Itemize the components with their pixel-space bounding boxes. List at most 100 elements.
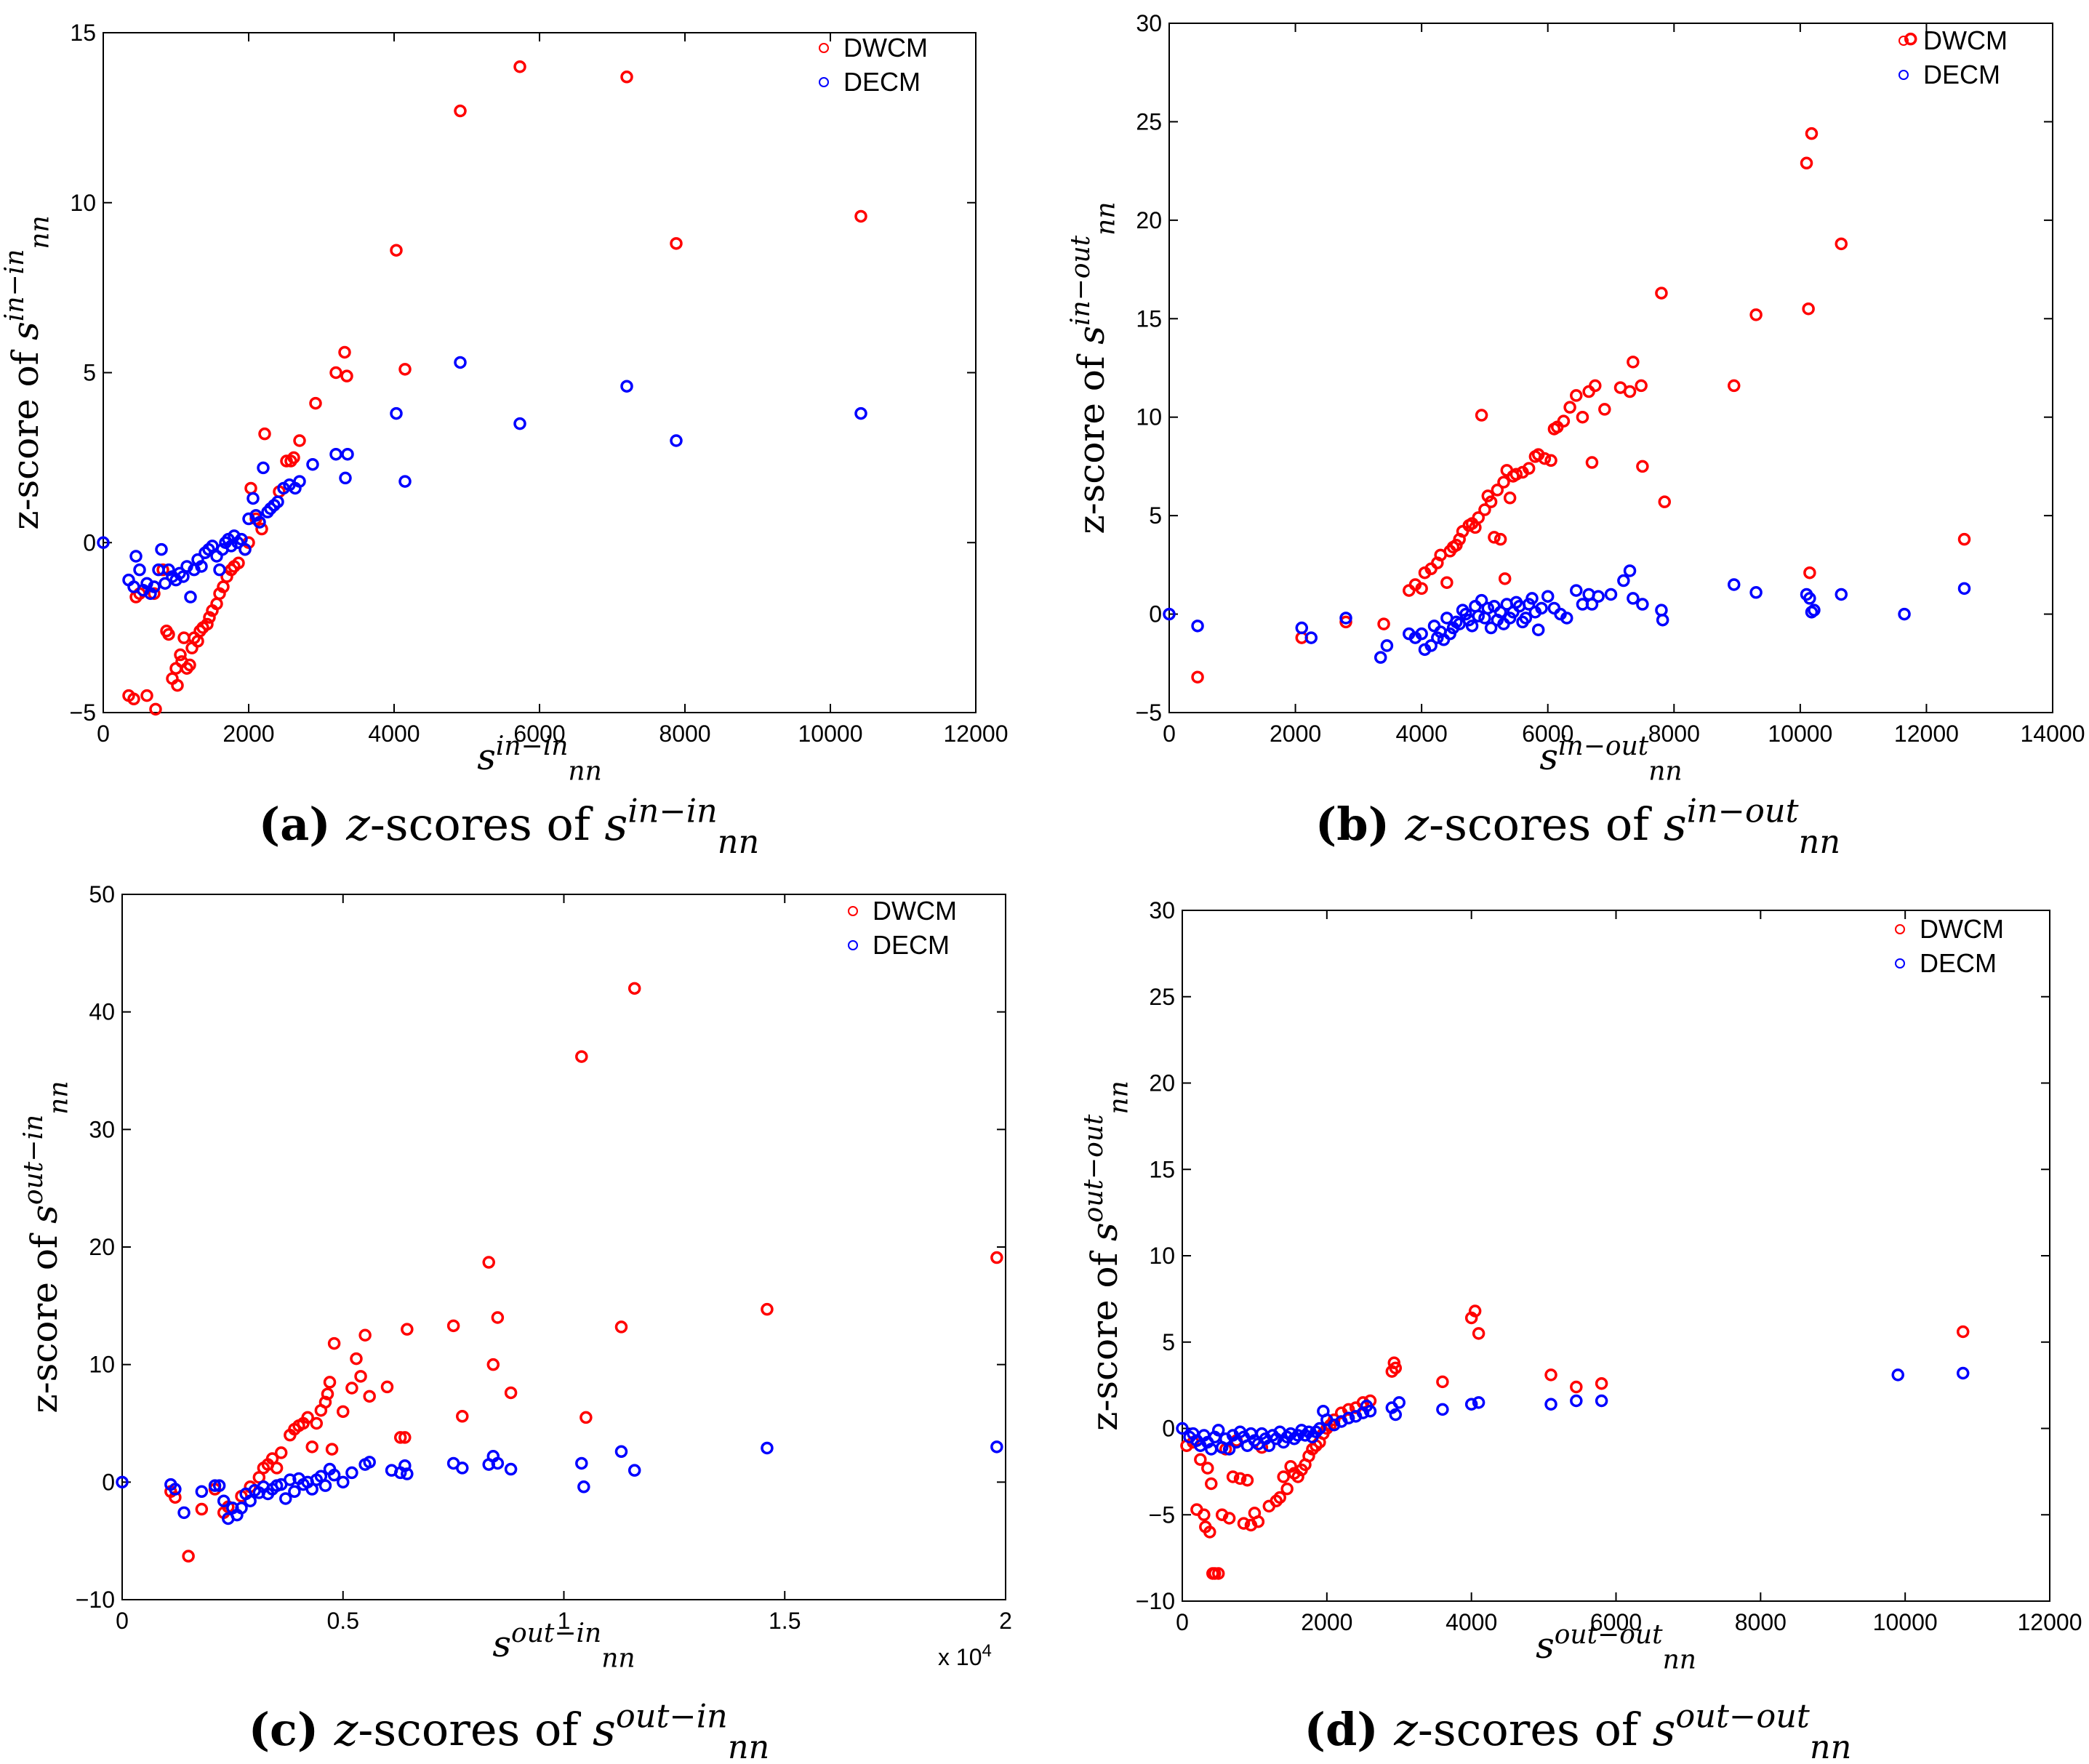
point-decm (1342, 1411, 1355, 1424)
point-decm (1617, 574, 1630, 588)
point-dwcm (1237, 1517, 1251, 1530)
point-decm (1472, 1396, 1485, 1409)
y-tick-label: 0 (1162, 1416, 1175, 1442)
point-dwcm (1191, 670, 1204, 683)
point-dwcm (1472, 511, 1485, 524)
point-decm (339, 471, 352, 485)
point-decm (1585, 598, 1599, 611)
point-dwcm (1627, 356, 1640, 369)
point-dwcm (446, 1319, 460, 1333)
point-dwcm (1226, 1470, 1240, 1483)
legend-marker-dwcm (1895, 924, 1905, 934)
y-tick-label: 15 (1149, 1156, 1175, 1182)
point-dwcm (1636, 460, 1649, 473)
point-decm (401, 1467, 414, 1480)
point-dwcm (1233, 1472, 1247, 1486)
x-tick-label: 6000 (1590, 1609, 1642, 1635)
point-decm (1570, 584, 1583, 597)
point-dwcm (358, 1328, 372, 1342)
point-decm (195, 560, 208, 573)
point-dwcm (354, 1370, 367, 1383)
point-dwcm (127, 692, 140, 706)
point-dwcm (327, 1336, 341, 1350)
point-dwcm (323, 1376, 337, 1389)
point-decm (1191, 620, 1204, 633)
point-dwcm (177, 631, 191, 644)
panel-b: 0 2000 4000 6000 8000 10000 12000 14000−5051015… (1066, 10, 2085, 861)
point-decm (1389, 1408, 1403, 1422)
y-axis-label: z-score of sin−innn (0, 215, 55, 530)
point-dwcm (491, 1311, 505, 1324)
x-tick-label: 0.5 (327, 1608, 359, 1634)
legend-label-decm: DECM (843, 67, 921, 97)
point-dwcm (1550, 420, 1564, 434)
x-tick-label: 0 (1176, 1609, 1189, 1635)
legend-label-decm: DECM (873, 930, 950, 960)
point-dwcm (1403, 584, 1416, 597)
point-dwcm (345, 1382, 358, 1395)
point-dwcm (1635, 379, 1648, 393)
point-decm (1472, 609, 1485, 623)
y-axis-label: z-score of sout−innn (19, 1081, 73, 1413)
legend-label-dwcm: DWCM (843, 33, 928, 63)
point-decm (318, 1479, 332, 1492)
point-dwcm (1623, 385, 1637, 398)
point-dwcm (293, 434, 306, 447)
point-dwcm (1222, 1512, 1236, 1525)
point-dwcm (310, 1416, 324, 1430)
point-dwcm (761, 1302, 774, 1316)
x-tick-label: 0 (116, 1608, 129, 1634)
point-dwcm (174, 648, 187, 662)
point-dwcm (1509, 468, 1523, 481)
point-dwcm (1522, 462, 1536, 475)
point-dwcm (1749, 308, 1763, 321)
x-tick-label: 12000 (1894, 721, 1959, 747)
point-dwcm (1655, 286, 1668, 300)
legend-label-dwcm: DWCM (1923, 25, 2008, 55)
x-tick-label: 10000 (1768, 721, 1832, 747)
y-tick-label: 25 (1149, 984, 1175, 1010)
point-decm (1547, 601, 1561, 615)
point-dwcm (1205, 1477, 1218, 1491)
point-decm (390, 406, 403, 420)
point-dwcm (363, 1390, 376, 1403)
point-dwcm (1576, 410, 1589, 424)
point-dwcm (156, 563, 169, 577)
plot-frame-b (1168, 23, 2053, 713)
point-dwcm (1201, 1462, 1214, 1475)
y-tick-label: 10 (89, 1352, 115, 1378)
legend-label-dwcm: DWCM (1920, 914, 2004, 944)
panel-caption: (b) z-scores of sin−outnn (1315, 792, 1840, 860)
point-dwcm (274, 1446, 288, 1459)
point-decm (1519, 612, 1533, 625)
point-decm (235, 1502, 248, 1515)
point-decm (1956, 1366, 1970, 1380)
point-decm (253, 516, 266, 529)
point-dwcm (482, 1256, 495, 1269)
y-tick-label: 20 (1136, 207, 1162, 233)
x-tick-label: 8000 (659, 721, 710, 747)
point-decm (1749, 586, 1763, 599)
point-dwcm (1563, 401, 1576, 414)
x-axis-label: sout−innn (492, 1619, 635, 1673)
x-axis-multiplier: x 104 (938, 1641, 992, 1670)
legend-marker-decm (819, 77, 829, 87)
panel-caption: (c) z-scores of sout−innn (249, 1697, 770, 1764)
y-tick-label: 40 (89, 999, 115, 1025)
x-tick-label: 6000 (1522, 721, 1573, 747)
point-dwcm (454, 104, 467, 118)
y-tick-label: 0 (102, 1469, 115, 1495)
point-decm (1380, 639, 1394, 652)
point-decm (1222, 1443, 1236, 1456)
point-decm (1481, 601, 1495, 615)
y-tick-label: 30 (1136, 10, 1162, 36)
point-dwcm (627, 982, 641, 995)
x-tick-label: 10000 (798, 721, 863, 747)
point-dwcm (1240, 1474, 1254, 1487)
y-tick-label: 20 (1149, 1070, 1175, 1097)
point-dwcm (1800, 156, 1813, 170)
point-dwcm (1956, 1325, 1970, 1339)
point-dwcm (1342, 1403, 1355, 1416)
